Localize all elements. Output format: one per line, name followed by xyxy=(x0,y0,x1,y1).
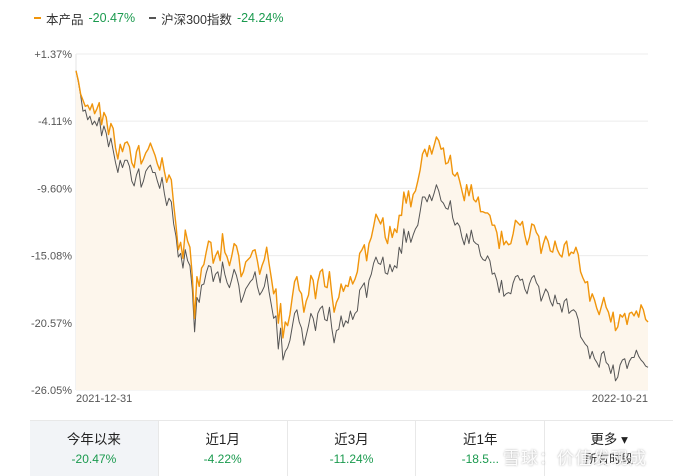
period-tabs: 今年以来 -20.47% 近1月 -4.22% 近3月 -11.24% 近1年 … xyxy=(30,420,673,476)
series-line-index xyxy=(75,70,649,382)
tab-1-year[interactable]: 近1年 -18.5... xyxy=(416,421,546,476)
tab-return: -4.22% xyxy=(203,451,242,466)
x-tick-label-start: 2021-12-31 xyxy=(76,393,132,405)
legend-swatch-product xyxy=(34,17,41,19)
legend-name-index: 沪深300指数 xyxy=(161,12,232,27)
product-area-fill xyxy=(76,70,648,390)
y-tick-label: -15.08% xyxy=(31,251,72,263)
legend-name-product: 本产品 xyxy=(46,12,84,27)
x-tick-label-end: 2022-10-21 xyxy=(592,393,648,405)
tab-more[interactable]: 更多 ▾ 所有时段 xyxy=(545,421,673,476)
tab-label: 近3月 xyxy=(334,431,369,447)
tab-3-months[interactable]: 近3月 -11.24% xyxy=(288,421,417,476)
tab-return: -20.47% xyxy=(71,451,117,466)
tab-label: 今年以来 xyxy=(66,431,121,447)
tab-subtitle: 所有时段 xyxy=(585,451,634,466)
legend-value-product: -20.47% xyxy=(88,11,136,25)
watermark: 雪球：价值发现成 xyxy=(503,449,647,468)
chart-legend: 本产品 -20.47% 沪深300指数 -24.24% xyxy=(34,8,298,28)
tab-label: 近1月 xyxy=(205,431,240,447)
y-tick-label: +1.37% xyxy=(34,49,72,61)
legend-item-index[interactable]: 沪深300指数 -24.24% xyxy=(149,9,284,28)
tab-label: 更多 ▾ xyxy=(590,431,628,447)
performance-chart: +1.37% -4.11% -9.60% -15.08% -20.57% -26.05% 2… xyxy=(31,49,649,405)
tab-return: -18.5... xyxy=(461,451,499,466)
tab-1-month[interactable]: 近1月 -4.22% xyxy=(159,421,288,476)
tab-return: -11.24% xyxy=(329,451,374,466)
y-tick-label: -9.60% xyxy=(37,183,72,195)
tab-label: 近1年 xyxy=(463,431,498,447)
series-line-product xyxy=(75,70,649,339)
y-tick-label: -20.57% xyxy=(31,318,72,330)
y-tick-label: -26.05% xyxy=(31,385,72,397)
legend-swatch-index xyxy=(149,17,157,19)
legend-item-product[interactable]: 本产品 -20.47% xyxy=(34,9,135,28)
tab-ytd[interactable]: 今年以来 -20.47% xyxy=(30,421,159,476)
legend-value-index: -24.24% xyxy=(236,11,284,25)
y-tick-label: -4.11% xyxy=(38,116,72,128)
